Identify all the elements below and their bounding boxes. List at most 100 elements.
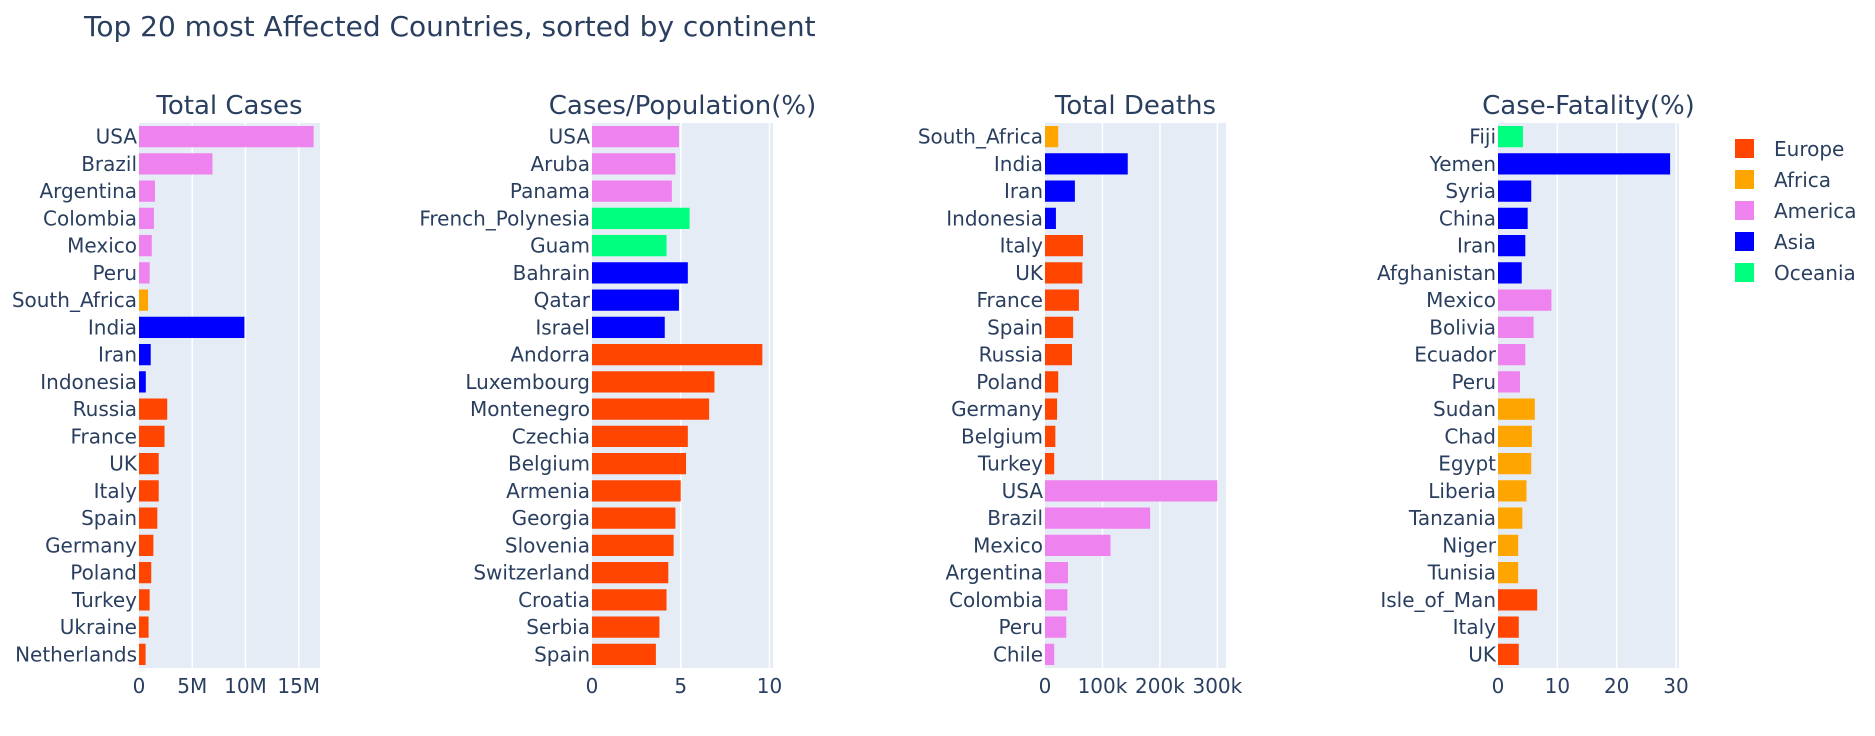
legend-item-america[interactable]: America [1735,195,1857,226]
category-label-3-USA: USA [1002,479,1044,503]
category-label-1-Peru: Peru [92,261,137,285]
x-tick-label-4-3: 30 [1663,674,1688,698]
x-tick-label-3-0: 0 [1039,674,1052,698]
bar-2-USA [592,125,679,148]
category-label-4-Ecuador: Ecuador [1414,343,1496,367]
bar-4-Tunisia [1498,561,1519,584]
bar-4-Afghanistan [1498,262,1522,284]
x-tick-label-3-3: 300k [1192,674,1242,698]
category-label-2-Spain: Spain [534,642,590,666]
category-label-4-Mexico: Mexico [1426,288,1496,312]
chart-title: Top 20 most Affected Countries, sorted b… [84,10,816,43]
category-label-1-South_Africa: South_Africa [12,288,137,312]
category-label-3-Peru: Peru [998,615,1043,639]
category-label-2-Slovenia: Slovenia [505,533,590,557]
legend-item-asia[interactable]: Asia [1735,226,1857,257]
legend-label: Oceania [1774,260,1856,285]
category-label-2-Montenegro: Montenegro [470,397,590,421]
category-label-3-UK: UK [1015,261,1044,285]
category-label-1-Argentina: Argentina [39,179,137,203]
bar-2-Armenia [592,480,681,502]
bar-3-Poland [1045,371,1059,393]
bar-4-Iran [1498,234,1526,257]
category-label-4-Niger: Niger [1442,533,1497,557]
category-label-4-Bolivia: Bolivia [1429,315,1496,339]
plot-area-3 [1045,123,1226,668]
legend-label: America [1774,198,1857,223]
category-label-4-Fiji: Fiji [1469,125,1496,149]
category-label-2-Luxembourg: Luxembourg [465,370,590,394]
bar-2-Croatia [592,589,667,611]
bar-3-Italy [1045,234,1083,257]
bar-2-Serbia [592,616,660,638]
category-label-1-Netherlands: Netherlands [15,642,137,666]
bar-1-Netherlands [139,643,146,666]
category-label-1-India: India [88,315,137,339]
bar-1-Turkey [139,589,150,611]
bar-2-Switzerland [592,561,669,584]
bar-2-Luxembourg [592,371,715,393]
category-label-1-Indonesia: Indonesia [40,370,137,394]
category-label-1-Iran: Iran [98,343,137,367]
subplot-title-3: Total Deaths [1054,91,1216,121]
category-label-2-Czechia: Czechia [512,424,590,448]
category-label-4-Italy: Italy [1453,615,1497,639]
bar-1-Germany [139,534,154,557]
category-label-4-Tanzania: Tanzania [1408,506,1496,530]
category-label-2-Switzerland: Switzerland [473,561,590,585]
legend-label: Africa [1774,167,1832,192]
legend-swatch [1735,232,1754,251]
category-label-3-Germany: Germany [951,397,1043,421]
x-tick-label-2-0: 0 [586,674,599,698]
bar-3-South_Africa [1045,125,1059,148]
category-label-2-Serbia: Serbia [526,615,590,639]
bar-3-Mexico [1045,534,1111,557]
bar-1-UK [139,452,159,475]
category-label-1-Mexico: Mexico [67,234,137,258]
bar-2-Montenegro [592,398,710,420]
bar-4-Sudan [1498,398,1535,420]
bar-3-USA [1045,480,1218,502]
bar-3-Chile [1045,643,1055,666]
x-tick-label-1-3: 15M [277,674,320,698]
category-label-4-Syria: Syria [1445,179,1496,203]
bar-3-Germany [1045,398,1058,420]
bar-2-Belgium [592,452,687,475]
category-label-2-Qatar: Qatar [534,288,591,312]
plot-area-4 [1498,123,1679,668]
category-label-2-Panama: Panama [510,179,590,203]
bar-1-USA [139,125,314,148]
category-label-1-Poland: Poland [70,561,137,585]
legend: Europe Africa America Asia Oceania [1735,133,1857,288]
category-label-4-Peru: Peru [1451,370,1496,394]
category-label-3-Chile: Chile [993,642,1043,666]
category-label-4-Isle_of_Man: Isle_of_Man [1380,588,1496,612]
bar-3-France [1045,289,1079,311]
bar-1-Italy [139,480,159,502]
category-label-2-Bahrain: Bahrain [513,261,590,285]
category-label-1-France: France [70,424,137,448]
category-label-3-Argentina: Argentina [945,561,1043,585]
category-label-2-Belgium: Belgium [508,452,590,476]
legend-item-africa[interactable]: Africa [1735,164,1857,195]
bar-2-Spain [592,643,656,666]
bar-3-Belgium [1045,425,1056,448]
category-label-3-Italy: Italy [1000,234,1044,258]
legend-item-oceania[interactable]: Oceania [1735,257,1857,288]
category-label-4-Yemen: Yemen [1429,152,1496,176]
plot-area-1 [139,123,320,668]
bar-4-Fiji [1498,125,1523,148]
x-tick-label-1-2: 10M [224,674,267,698]
bar-4-China [1498,207,1528,230]
category-label-2-Aruba: Aruba [530,152,590,176]
legend-item-europe[interactable]: Europe [1735,133,1857,164]
bar-1-Peru [139,262,150,284]
subplot-title-4: Case-Fatality(%) [1482,91,1695,121]
bar-3-UK [1045,262,1083,284]
category-label-4-Egypt: Egypt [1438,452,1496,476]
bar-3-Indonesia [1045,207,1056,230]
category-label-1-Brazil: Brazil [81,152,137,176]
bar-1-France [139,425,165,448]
category-label-1-Ukraine: Ukraine [60,615,137,639]
